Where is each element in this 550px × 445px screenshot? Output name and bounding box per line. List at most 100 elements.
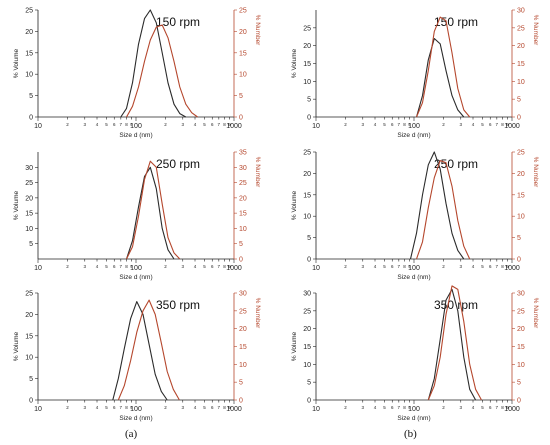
y-right-ticks: 0 5 10 15 20 25 30 35 bbox=[234, 150, 247, 264]
y-left-tick-label: 20 bbox=[25, 29, 33, 36]
y-left-tick-label: 15 bbox=[25, 211, 33, 218]
y-axis-title-left: % Volume bbox=[291, 190, 298, 220]
x-tick-label: 1000 bbox=[504, 123, 520, 130]
series-line-volume bbox=[120, 9, 187, 118]
x-tick-label: 6 bbox=[391, 264, 394, 269]
series-line-volume bbox=[427, 288, 477, 401]
x-tick-label: 100 bbox=[408, 123, 420, 130]
y-left-tick-label: 20 bbox=[303, 171, 311, 178]
x-tick-label: 8 bbox=[501, 405, 504, 410]
x-tick-label: 9 bbox=[228, 264, 231, 269]
x-tick-label: 7 bbox=[120, 264, 123, 269]
x-tick-label: 7 bbox=[496, 264, 499, 269]
x-tick-label: 7 bbox=[218, 405, 221, 410]
y-right-tick-label: 20 bbox=[517, 326, 525, 333]
y-left-tick-label: 0 bbox=[307, 398, 311, 405]
y-axis-title-right: % Number bbox=[532, 15, 539, 47]
series-line-volume bbox=[409, 151, 465, 260]
y-left-tick-label: 15 bbox=[25, 50, 33, 57]
x-tick-label: 5 bbox=[481, 405, 484, 410]
y-right-tick-label: 25 bbox=[517, 25, 525, 32]
x-tick-label: 100 bbox=[130, 406, 142, 413]
y-right-ticks: 0 5 10 15 20 25 bbox=[512, 150, 525, 264]
y-left-ticks: 0 5 10 15 20 25 30 bbox=[303, 291, 316, 405]
y-axis-title-right: % Number bbox=[254, 298, 261, 330]
series-line-number bbox=[117, 299, 180, 401]
y-right-tick-label: 10 bbox=[239, 362, 247, 369]
y-axis-title-right: % Number bbox=[532, 298, 539, 330]
x-tick-label: 4 bbox=[194, 122, 197, 127]
x-tick-label: 3 bbox=[84, 405, 87, 410]
y-right-tick-label: 25 bbox=[239, 308, 247, 315]
y-right-tick-label: 5 bbox=[239, 241, 243, 248]
series-line-volume bbox=[415, 37, 465, 118]
x-tick-label: 9 bbox=[506, 405, 509, 410]
x-tick-label: 4 bbox=[374, 405, 377, 410]
y-right-tick-label: 10 bbox=[239, 226, 247, 233]
y-left-tick-label: 20 bbox=[303, 43, 311, 50]
x-tick-label: 9 bbox=[130, 122, 133, 127]
x-tick-label: 8 bbox=[223, 122, 226, 127]
y-right-tick-label: 5 bbox=[517, 235, 521, 242]
y-right-tick-label: 0 bbox=[517, 115, 521, 122]
y-right-tick-label: 5 bbox=[239, 380, 243, 387]
y-left-ticks: 0 5 10 15 20 25 bbox=[303, 150, 316, 264]
x-tick-label: 5 bbox=[383, 264, 386, 269]
x-tick-label: 6 bbox=[489, 405, 492, 410]
series-line-volume bbox=[125, 166, 175, 260]
x-tick-label: 5 bbox=[105, 264, 108, 269]
y-axis-title-right: % Number bbox=[532, 157, 539, 189]
x-tick-label: 3 bbox=[84, 122, 87, 127]
y-left-tick-label: 25 bbox=[25, 8, 33, 15]
x-tick-label: 3 bbox=[460, 264, 463, 269]
x-tick-label: 4 bbox=[374, 122, 377, 127]
x-tick-label: 4 bbox=[472, 122, 475, 127]
x-tick-label: 100 bbox=[408, 265, 420, 272]
x-tick-label: 4 bbox=[472, 264, 475, 269]
x-tick-label: 3 bbox=[182, 264, 185, 269]
x-tick-label: 3 bbox=[362, 405, 365, 410]
y-right-tick-label: 20 bbox=[239, 29, 247, 36]
x-tick-label: 6 bbox=[113, 264, 116, 269]
x-tick-label: 1000 bbox=[504, 265, 520, 272]
x-tick-label: 2 bbox=[66, 264, 69, 269]
x-tick-label: 7 bbox=[398, 405, 401, 410]
x-tick-label: 5 bbox=[203, 405, 206, 410]
y-left-tick-label: 5 bbox=[307, 235, 311, 242]
x-tick-label: 1000 bbox=[226, 123, 242, 130]
x-tick-label: 6 bbox=[113, 122, 116, 127]
x-tick-label: 1000 bbox=[504, 406, 520, 413]
y-right-tick-label: 10 bbox=[517, 362, 525, 369]
x-tick-label: 2 bbox=[66, 405, 69, 410]
x-tick-label: 4 bbox=[96, 405, 99, 410]
y-left-tick-label: 5 bbox=[29, 376, 33, 383]
y-left-ticks: 5 10 15 20 25 30 bbox=[25, 165, 38, 248]
x-tick-label: 2 bbox=[164, 122, 167, 127]
x-tick-label: 100 bbox=[408, 406, 420, 413]
x-tick-label: 5 bbox=[105, 122, 108, 127]
y-right-tick-label: 0 bbox=[517, 398, 521, 405]
y-right-tick-label: 35 bbox=[239, 150, 247, 157]
y-axis-title-left: % Volume bbox=[13, 48, 20, 78]
y-right-tick-label: 20 bbox=[239, 326, 247, 333]
x-tick-label: 9 bbox=[408, 122, 411, 127]
x-tick-label: 10 bbox=[34, 265, 42, 272]
y-axis-title-left: % Volume bbox=[291, 331, 298, 361]
x-axis-title: Size d (nm) bbox=[397, 132, 430, 139]
caption-a: (a) bbox=[125, 428, 138, 440]
x-tick-label: 2 bbox=[164, 405, 167, 410]
y-axis-title-right: % Number bbox=[254, 15, 261, 47]
y-right-tick-label: 5 bbox=[517, 380, 521, 387]
y-left-tick-label: 25 bbox=[303, 308, 311, 315]
x-tick-label: 9 bbox=[506, 122, 509, 127]
series-line-number bbox=[427, 285, 482, 401]
x-tick-label: 7 bbox=[218, 264, 221, 269]
y-axis-title-left: % Volume bbox=[13, 331, 20, 361]
